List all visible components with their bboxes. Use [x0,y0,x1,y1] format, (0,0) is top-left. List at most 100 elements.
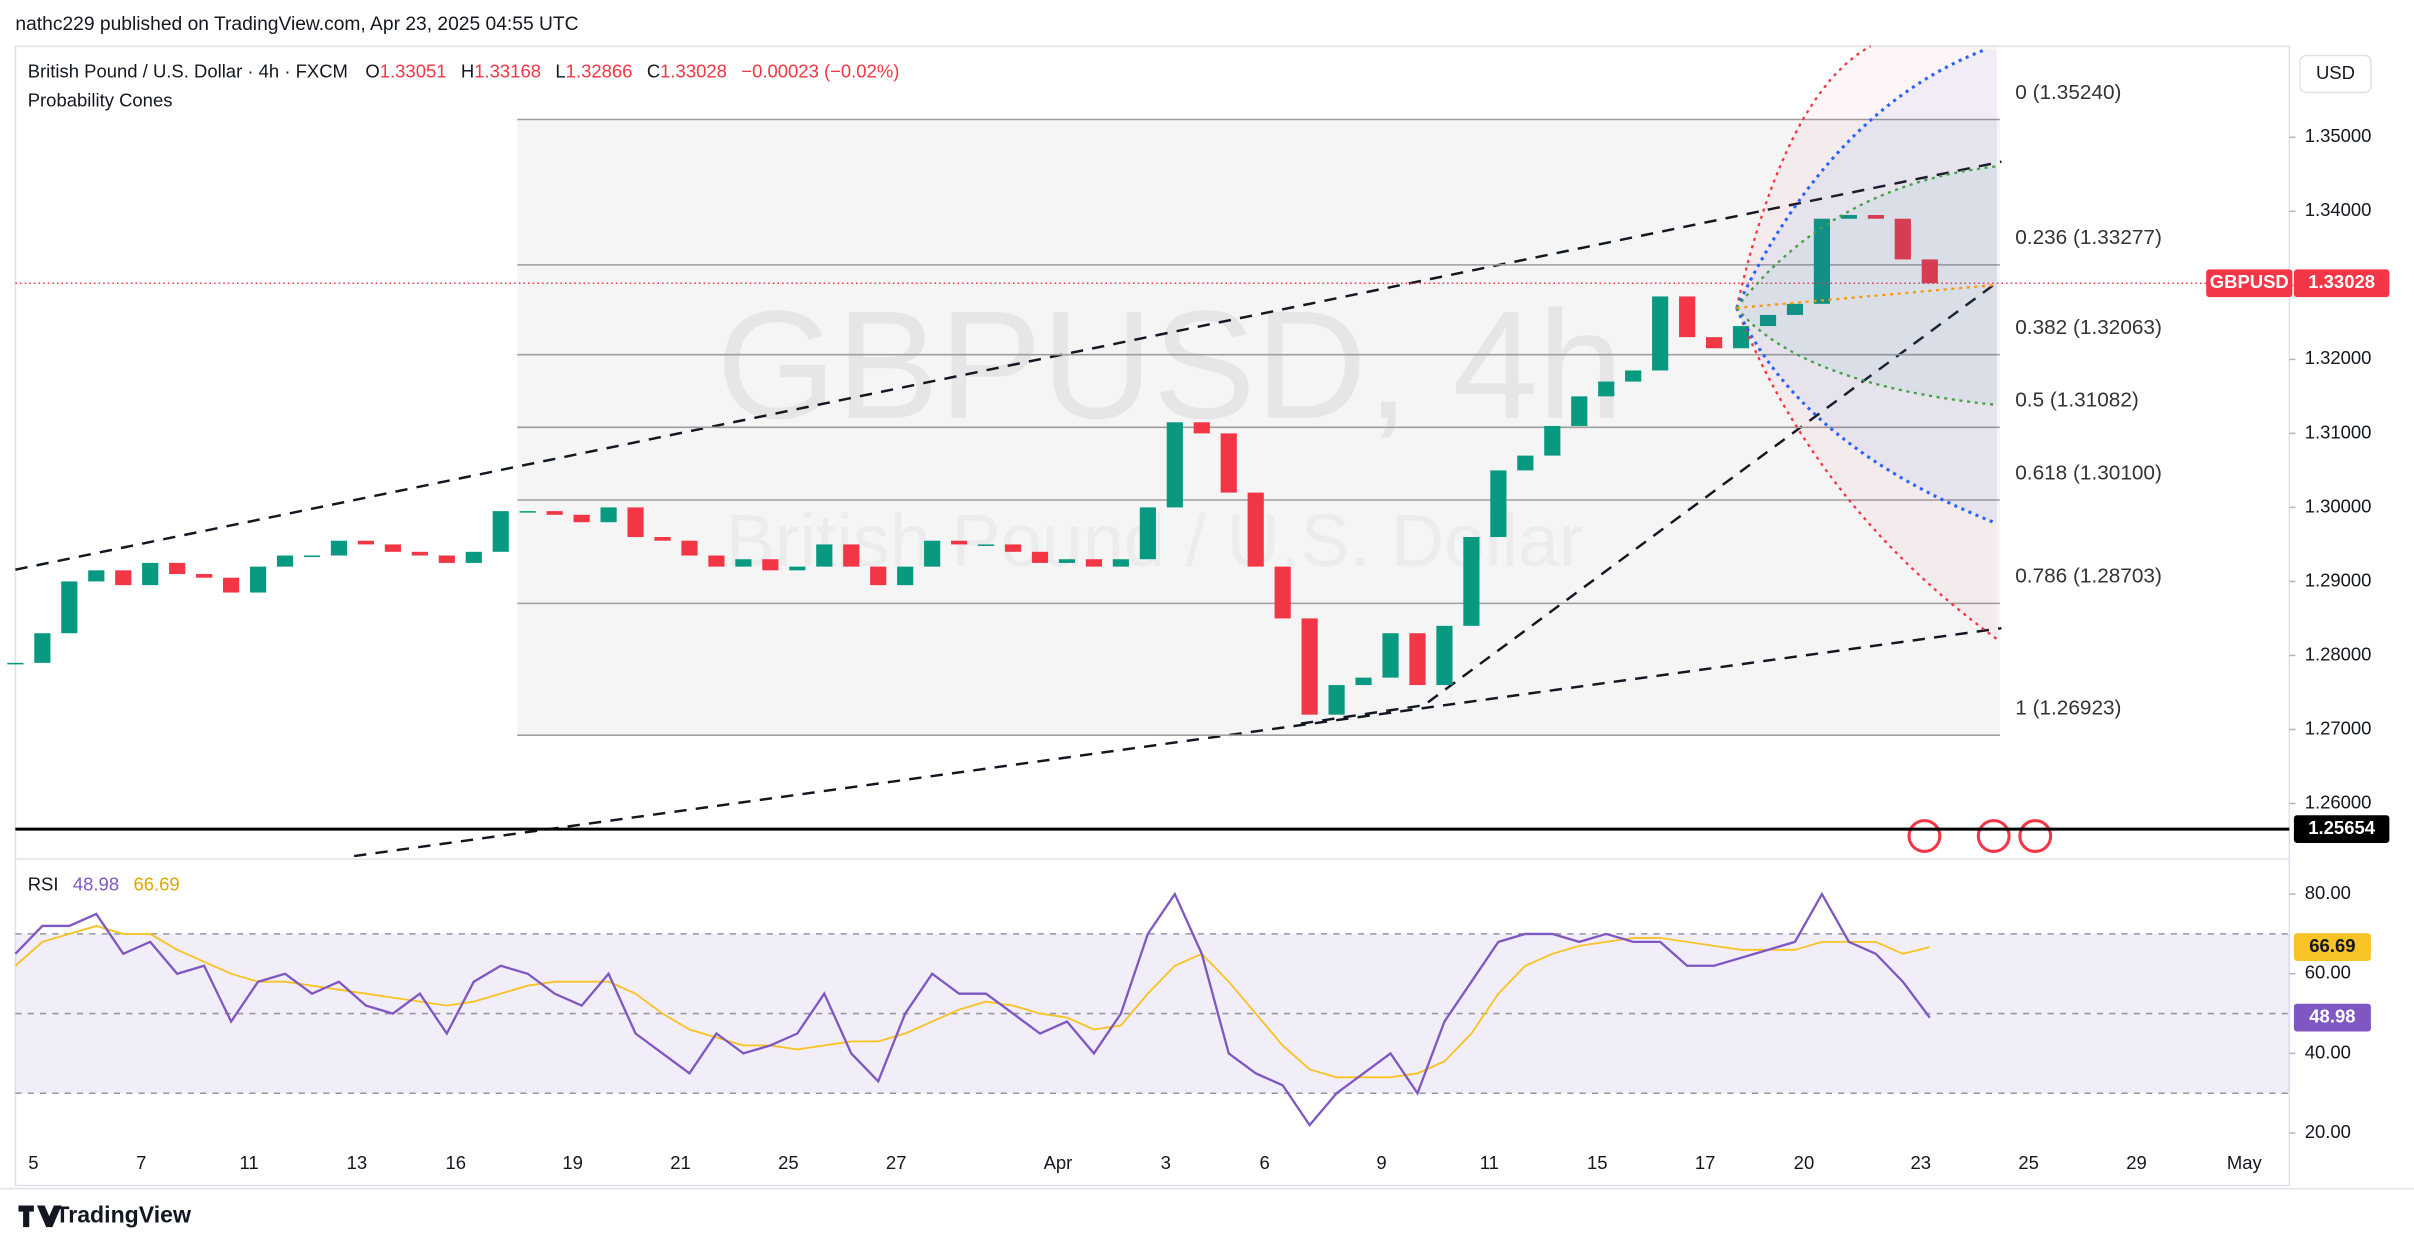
candle [977,544,995,546]
candle [1112,559,1129,567]
rsi-value: 48.98 [73,873,119,894]
y-tick-label: 1.28000 [2305,643,2372,664]
trend-lines [15,160,2002,858]
currency-button[interactable] [2299,54,2372,94]
y-tick-label: 1.32000 [2305,347,2372,368]
candle [735,559,752,567]
candle [708,555,725,567]
x-tick-label: 21 [670,1152,691,1173]
candle [1571,396,1588,426]
indicator-name: Probability Cones [28,90,173,111]
candle [897,566,914,586]
y-tick-label: 60.00 [2305,962,2351,983]
candle [1085,559,1103,567]
value-tag-box [2293,933,2371,961]
cone-inner [1736,166,1997,405]
candle [1544,425,1561,456]
candle [762,559,779,571]
ohlc-key: C [647,60,660,81]
price-tag-box [2293,815,2390,843]
x-tick-label: 16 [446,1152,467,1173]
symbol-line: British Pound / U.S. Dollar · 4h · FXCM … [28,60,900,81]
x-tick-label: 25 [778,1152,799,1173]
candle [627,507,644,538]
candle [1166,422,1183,508]
rsi-legend: RSI 48.98 66.69 [28,873,180,894]
candle [546,511,563,515]
x-tick-label: 6 [1260,1152,1270,1173]
candle [1355,677,1372,686]
currency[interactable]: USD [2316,62,2355,83]
candle [1058,559,1076,563]
event-icon [1976,819,2011,853]
candle [654,537,671,541]
x-tick-label: 27 [886,1152,907,1173]
candle [223,577,240,593]
y-tick-label: 1.31000 [2305,421,2372,442]
symbol: British Pound / U.S. Dollar · 4h · FXCM [28,60,348,81]
x-tick-label: May [2227,1152,2263,1173]
x-tick-label: 9 [1376,1152,1386,1173]
candle [88,570,105,582]
ohlc-key: H [461,60,474,81]
candle [411,551,428,556]
candle [1220,433,1237,493]
candle [1139,507,1156,560]
y-tick-label: 20.00 [2305,1121,2351,1142]
candle [816,544,833,567]
trend-line-upper [15,160,2002,571]
candle [789,566,806,571]
fib-label: 0 (1.35240) [2015,81,2121,104]
candle [1274,566,1291,619]
candle [438,555,455,563]
candle [1301,618,1318,715]
trend-line-lower [353,626,2002,858]
candle [1598,381,1615,397]
candle [1409,633,1426,686]
y-tick-label: 40.00 [2305,1041,2351,1062]
watermark: GBPUSD, 4h [717,279,1624,451]
candle [843,544,860,567]
x-tick-label: 15 [1587,1152,1608,1173]
change: −0.00023 (−0.02%) [741,60,899,81]
value-tag-box [2293,1003,2371,1032]
candle [115,570,132,586]
x-tick-label: 5 [28,1152,38,1173]
candle [519,511,536,513]
probability-cones [1735,45,1998,640]
event-icon [1907,819,1942,853]
candle [1921,259,1938,284]
candle [34,633,51,663]
candle [1705,337,1723,349]
y-tick-label: 1.34000 [2305,199,2372,220]
publisher: nathc229 published on TradingView.com, A… [15,14,578,35]
fib-label: 0.5 (1.31082) [2015,389,2139,412]
candle [1463,537,1480,626]
candle [61,581,78,634]
ohlc-key: L [555,60,565,81]
x-tick-label: 13 [347,1152,368,1173]
cone-center [1736,283,1997,310]
ohlc-value: 1.33051 [380,60,447,81]
candle [1436,625,1453,686]
candle [276,555,294,567]
symbol-tag: GBPUSD [2210,271,2289,292]
y-tick-label: 1.29000 [2305,569,2372,590]
cone-green [1735,165,1997,407]
candle [249,566,267,593]
price-tag: 1.33028 [2308,271,2375,292]
candle [1382,633,1399,678]
x-tick-label: 23 [1911,1152,1932,1173]
candle [573,514,590,523]
brand-logo [18,1205,62,1228]
candle [1867,215,1884,219]
candle [492,511,509,552]
candle [1759,314,1777,327]
ohlc-key: O [365,60,379,81]
candle [357,540,375,545]
price-tag: 1.25654 [2308,817,2375,838]
x-tick-label: Apr [1044,1152,1073,1173]
rsi-line [14,891,1931,1128]
